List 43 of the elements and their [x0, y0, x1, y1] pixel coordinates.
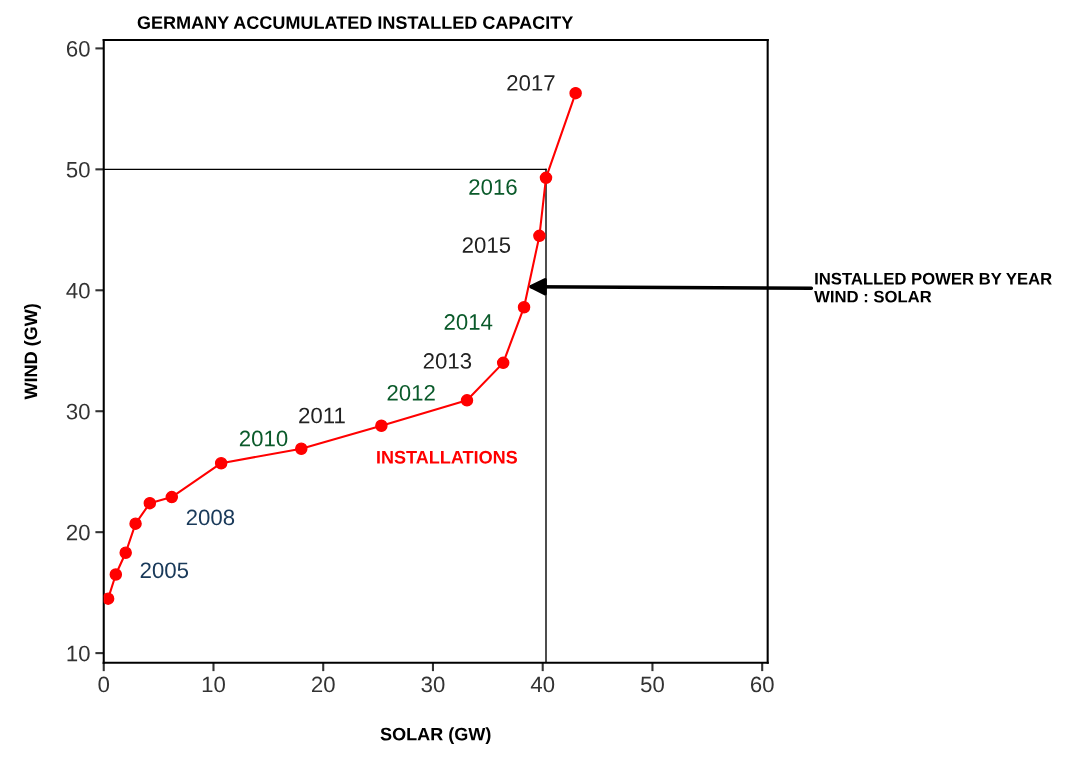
annotation: 2015: [462, 237, 511, 253]
annotation: 2008: [186, 509, 235, 526]
x-tick-label: 10: [202, 676, 225, 693]
x-tick-label: 60: [750, 676, 774, 693]
x-tick-label: 50: [640, 676, 664, 693]
x-tick-label: 0: [98, 676, 110, 693]
point: [129, 517, 142, 530]
point: [460, 394, 474, 407]
x-tick-label: 40: [530, 676, 555, 693]
point: [533, 229, 546, 243]
point: [143, 496, 157, 510]
point: [539, 171, 553, 185]
x-tick-label: 30: [421, 676, 445, 693]
point: [214, 456, 228, 470]
annotation: INSTALLED POWER BY YEAR WIND : SOLAR: [814, 272, 1052, 303]
y-axis-title: WIND (GW): [24, 304, 41, 400]
y-tick-label: 60: [66, 40, 90, 57]
y-tick-label: 30: [66, 403, 90, 420]
annotation: 2013: [423, 353, 472, 369]
x-tick-label: 20: [311, 676, 335, 693]
y-tick-label: 10: [67, 645, 90, 662]
annotation: 2016: [469, 179, 517, 195]
point: [375, 419, 388, 432]
point: [496, 356, 510, 370]
point: [165, 490, 179, 504]
series-label: INSTALLATIONS: [377, 450, 518, 464]
annotation: 2010: [239, 430, 288, 447]
annotation: 2014: [444, 314, 493, 330]
annotation: 2005: [140, 562, 189, 579]
point: [295, 442, 308, 455]
y-tick-label: 40: [66, 282, 90, 299]
point: [119, 546, 132, 559]
annotation: 2011: [299, 407, 345, 424]
annotation: 2017: [507, 75, 555, 91]
point: [103, 592, 115, 605]
x-axis-title: SOLAR (GW): [380, 727, 491, 745]
y-tick-label: 50: [66, 161, 90, 178]
annotation: 2012: [387, 385, 435, 401]
y-tick-label: 20: [66, 524, 90, 541]
point: [109, 568, 123, 581]
point: [517, 300, 531, 314]
point: [569, 86, 582, 100]
chart-title: GERMANY ACCUMULATED INSTALLED CAPACITY: [137, 16, 574, 29]
